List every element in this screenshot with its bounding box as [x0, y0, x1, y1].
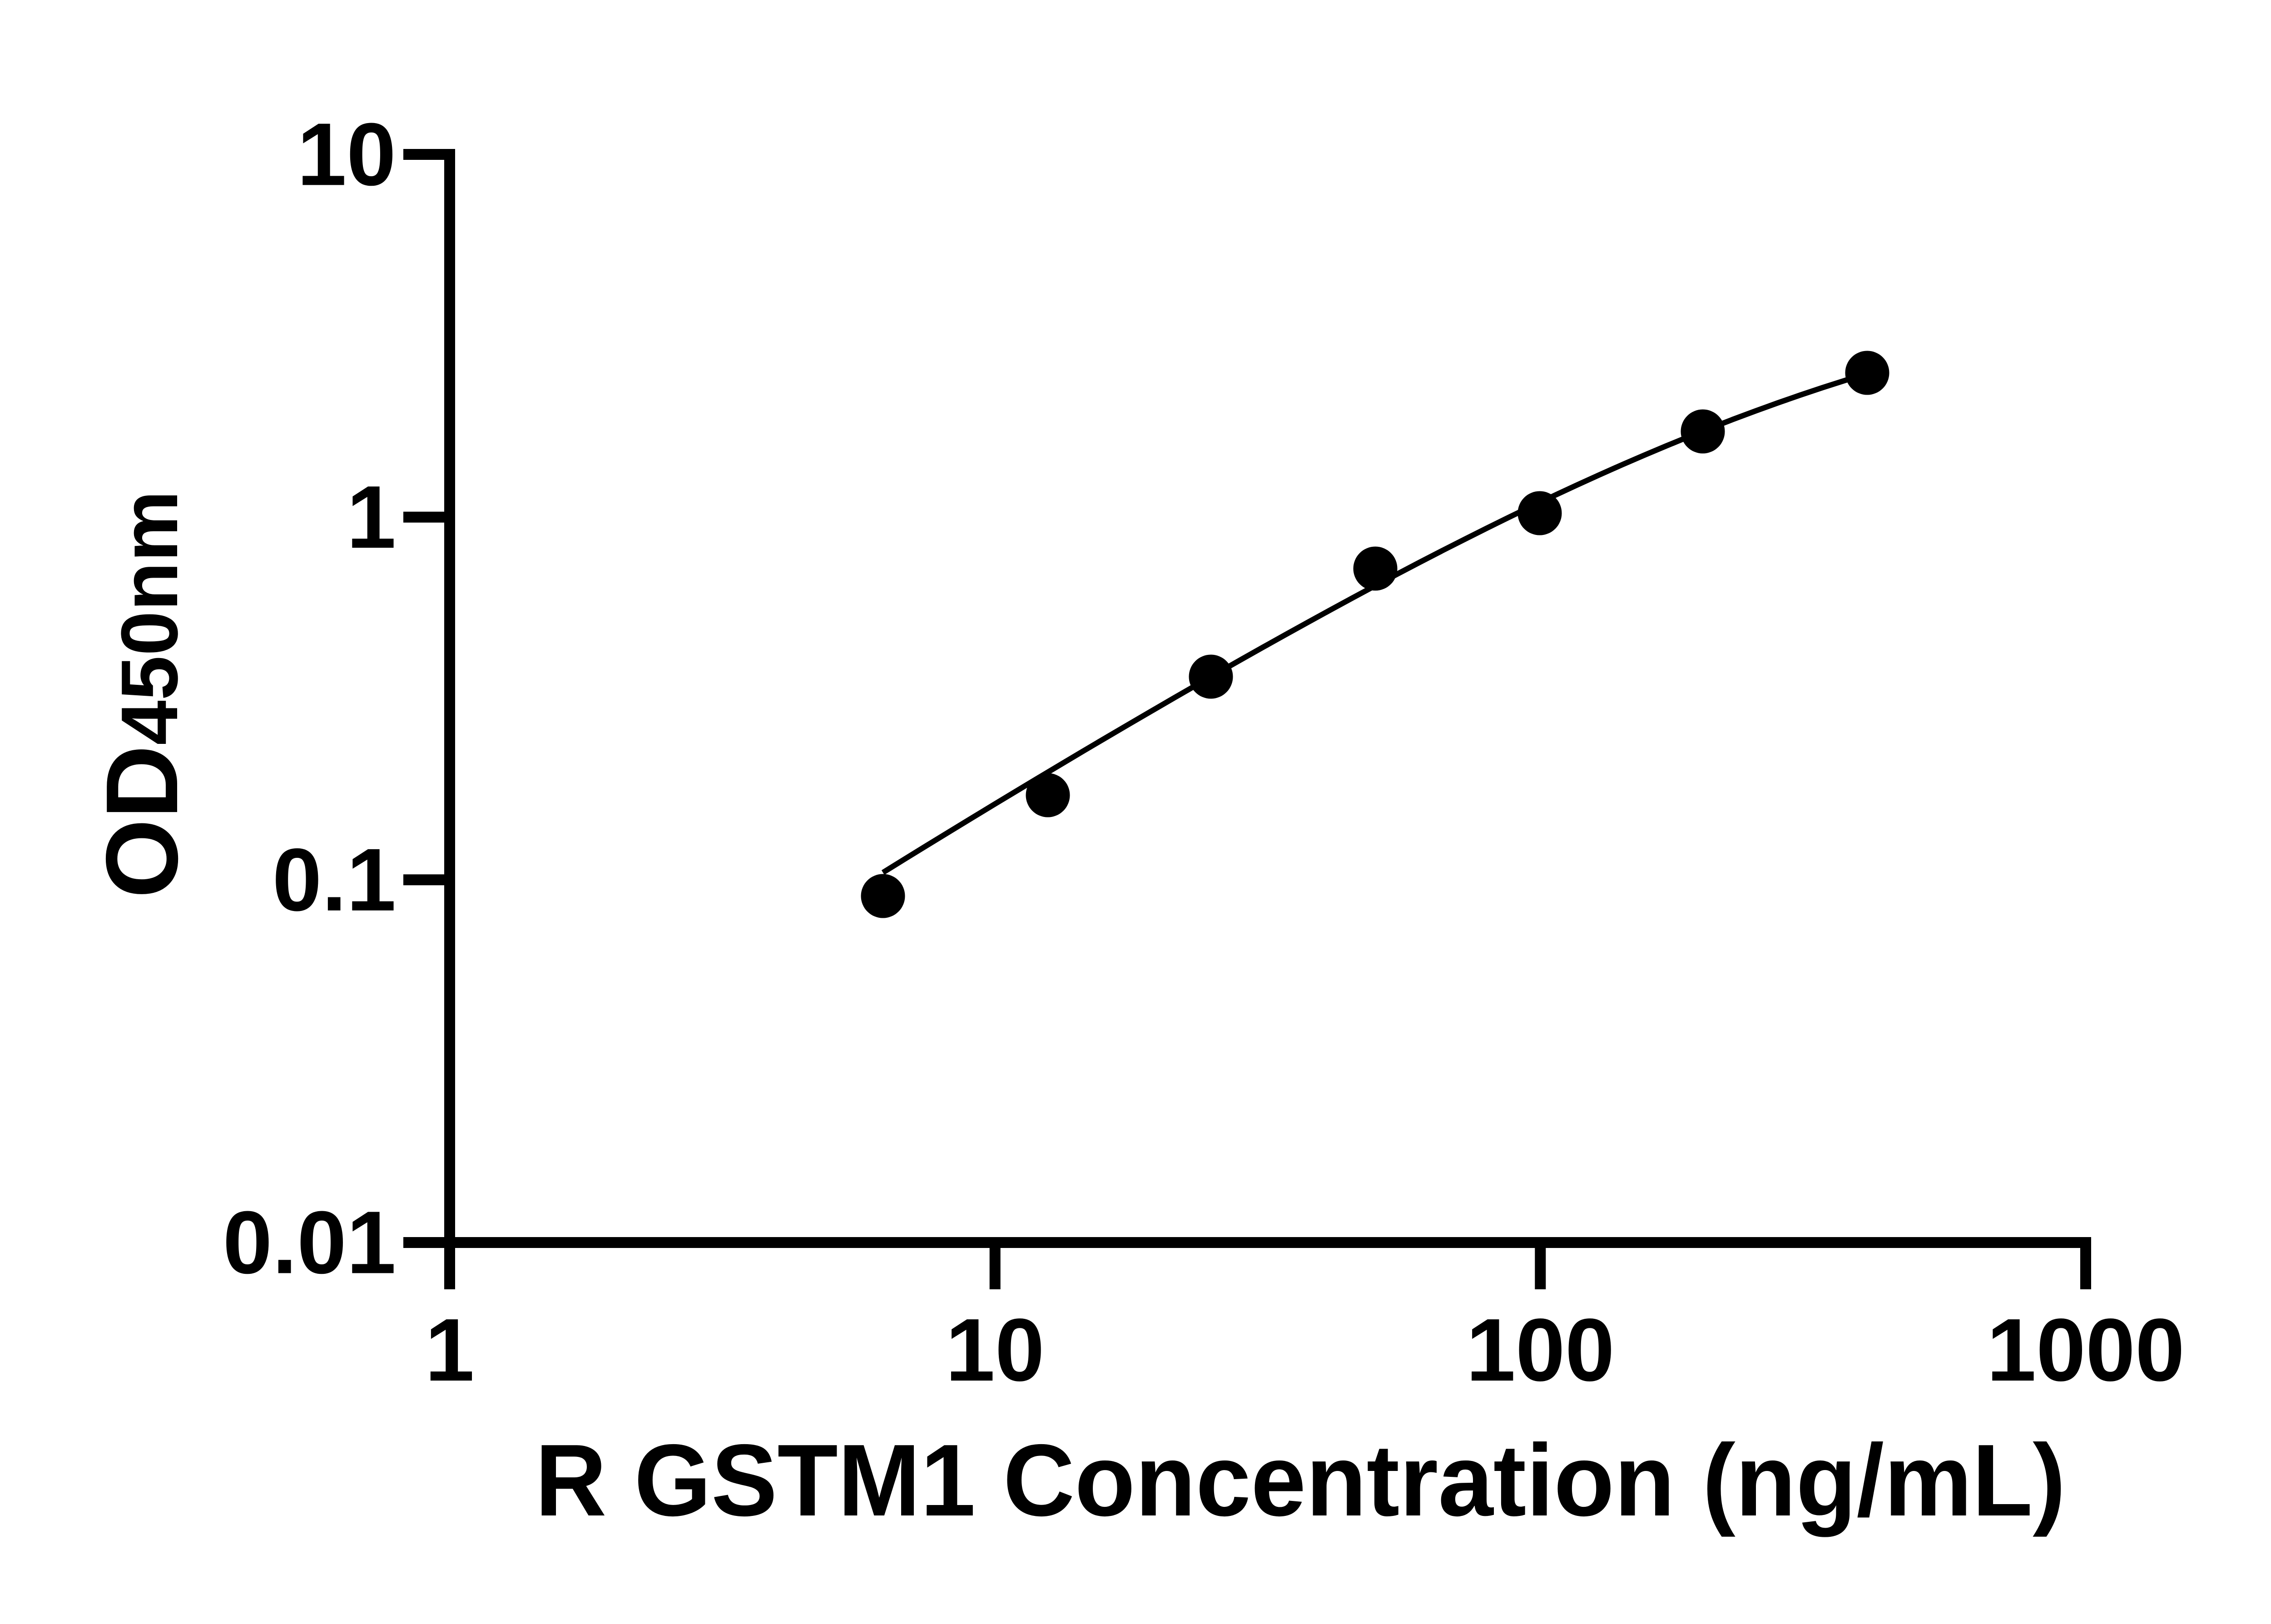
svg-text:0.01: 0.01	[223, 1193, 396, 1292]
svg-text:10: 10	[946, 1300, 1045, 1400]
svg-text:1: 1	[347, 467, 396, 567]
svg-text:100: 100	[1466, 1300, 1615, 1400]
svg-text:OD450nm: OD450nm	[84, 490, 199, 898]
svg-text:1000: 1000	[1987, 1300, 2185, 1400]
svg-text:0.1: 0.1	[273, 830, 396, 930]
svg-text:1: 1	[425, 1300, 474, 1400]
svg-text:10: 10	[297, 104, 396, 204]
svg-text:R GSTM1 Concentration (ng/mL): R GSTM1 Concentration (ng/mL)	[535, 1423, 2066, 1537]
